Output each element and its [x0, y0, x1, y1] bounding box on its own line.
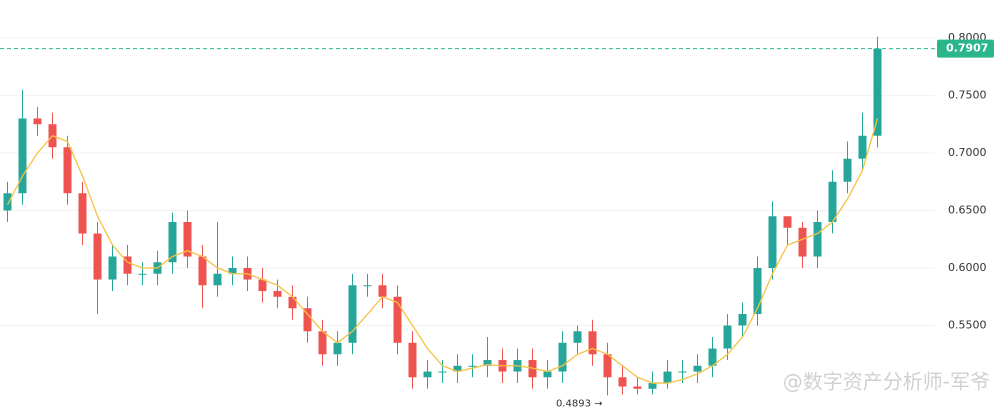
- candle-body: [858, 135, 867, 159]
- candle-body: [573, 331, 582, 343]
- candle-body: [288, 296, 297, 309]
- candle-body: [273, 291, 282, 297]
- watermark: @数字资产分析师-军爷: [783, 370, 990, 394]
- candle-body: [183, 222, 192, 257]
- low-marker-label: 0.4893 →: [556, 398, 603, 408]
- candle-body: [783, 216, 792, 228]
- candle-body: [423, 371, 432, 378]
- candle-body: [303, 308, 312, 332]
- candle-body: [348, 285, 357, 343]
- candle-body: [738, 314, 747, 326]
- candle-body: [603, 354, 612, 378]
- y-tick-label: 0.7500: [948, 88, 987, 101]
- candle-body: [93, 233, 102, 280]
- candle-body: [873, 48, 882, 136]
- candle-body: [438, 371, 447, 373]
- candle-body: [693, 365, 702, 372]
- candle-body: [213, 273, 222, 286]
- candle-body: [33, 118, 42, 125]
- candle-body: [198, 256, 207, 286]
- candle-body: [798, 227, 807, 257]
- candle-body: [258, 279, 267, 292]
- candle-body: [63, 147, 72, 194]
- candle-body: [633, 386, 642, 389]
- candle-body: [318, 331, 327, 355]
- candle-body: [393, 296, 402, 343]
- candle-body: [468, 365, 477, 367]
- candle-body: [378, 285, 387, 297]
- candle-body: [333, 342, 342, 355]
- candle-body: [18, 118, 27, 194]
- candle-body: [363, 285, 372, 287]
- candle-body: [723, 325, 732, 349]
- candle-body: [618, 377, 627, 387]
- candle-body: [648, 383, 657, 389]
- last-price-label: 0.7907: [946, 42, 988, 55]
- candle-body: [768, 216, 777, 269]
- candle-body: [813, 222, 822, 257]
- candle-body: [483, 360, 492, 366]
- candle-body: [588, 331, 597, 355]
- candle-body: [123, 256, 132, 274]
- candle-body: [78, 193, 87, 234]
- candle-body: [168, 222, 177, 263]
- candle-body: [558, 342, 567, 372]
- y-tick-label: 0.6000: [948, 261, 987, 274]
- candle-body: [843, 158, 852, 182]
- candle-body: [543, 371, 552, 378]
- y-tick-label: 0.6500: [948, 203, 987, 216]
- candle-body: [663, 371, 672, 384]
- candle-body: [408, 342, 417, 378]
- moving-average: [6, 118, 879, 384]
- candle-body: [753, 268, 762, 315]
- last-price-box: [937, 39, 994, 58]
- y-tick-label: 0.7000: [948, 146, 987, 159]
- candle-body: [453, 365, 462, 372]
- candle-body: [228, 268, 237, 274]
- candle-body: [3, 193, 12, 211]
- candle-body: [678, 371, 687, 373]
- candle-body: [708, 348, 717, 366]
- y-tick-label: 0.5500: [948, 319, 987, 332]
- candle-body: [108, 256, 117, 280]
- candle-body: [138, 273, 147, 275]
- candle-body: [828, 181, 837, 223]
